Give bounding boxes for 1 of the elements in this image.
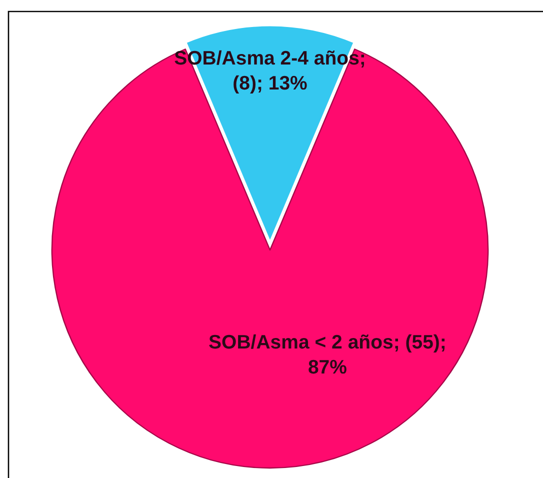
slice-label: SOB/Asma < 2 años; (55); 87%	[208, 332, 446, 379]
